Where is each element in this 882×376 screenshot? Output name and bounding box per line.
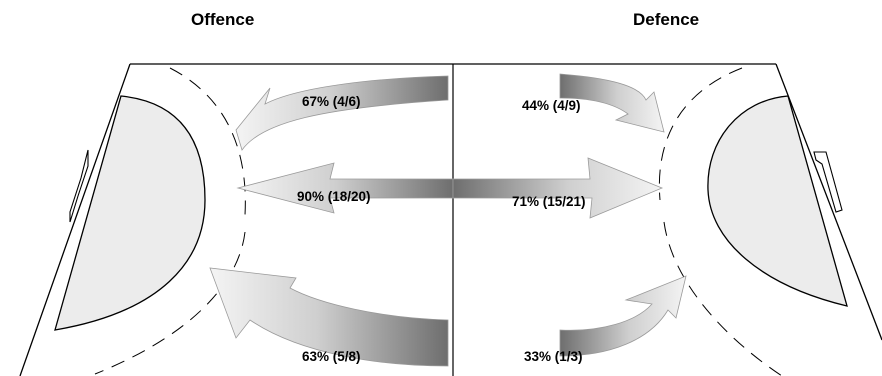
right-goal (813, 151, 843, 213)
left-goal-area (54, 95, 206, 331)
right-goal-area (707, 95, 848, 307)
offence-top-stat: 67% (4/6) (302, 94, 361, 109)
defence-bottom-stat: 33% (1/3) (524, 349, 583, 364)
defence-top-arrow (559, 73, 665, 133)
left-goal (69, 149, 89, 223)
defence-bottom-arrow (559, 275, 687, 357)
defence-middle-arrow (452, 157, 664, 219)
defence-header: Defence (633, 10, 700, 29)
defence-middle-stat: 71% (15/21) (512, 194, 586, 209)
offence-middle-stat: 90% (18/20) (297, 189, 371, 204)
defence-top-stat: 44% (4/9) (522, 98, 581, 113)
offence-header: Offence (191, 10, 255, 29)
left-free-throw-line (94, 67, 246, 375)
right-free-throw-line (658, 67, 783, 376)
offence-bottom-arrow (209, 267, 449, 367)
offence-middle-arrow (236, 162, 454, 214)
offence-bottom-stat: 63% (5/8) (302, 349, 361, 364)
offence-top-arrow (235, 75, 449, 151)
